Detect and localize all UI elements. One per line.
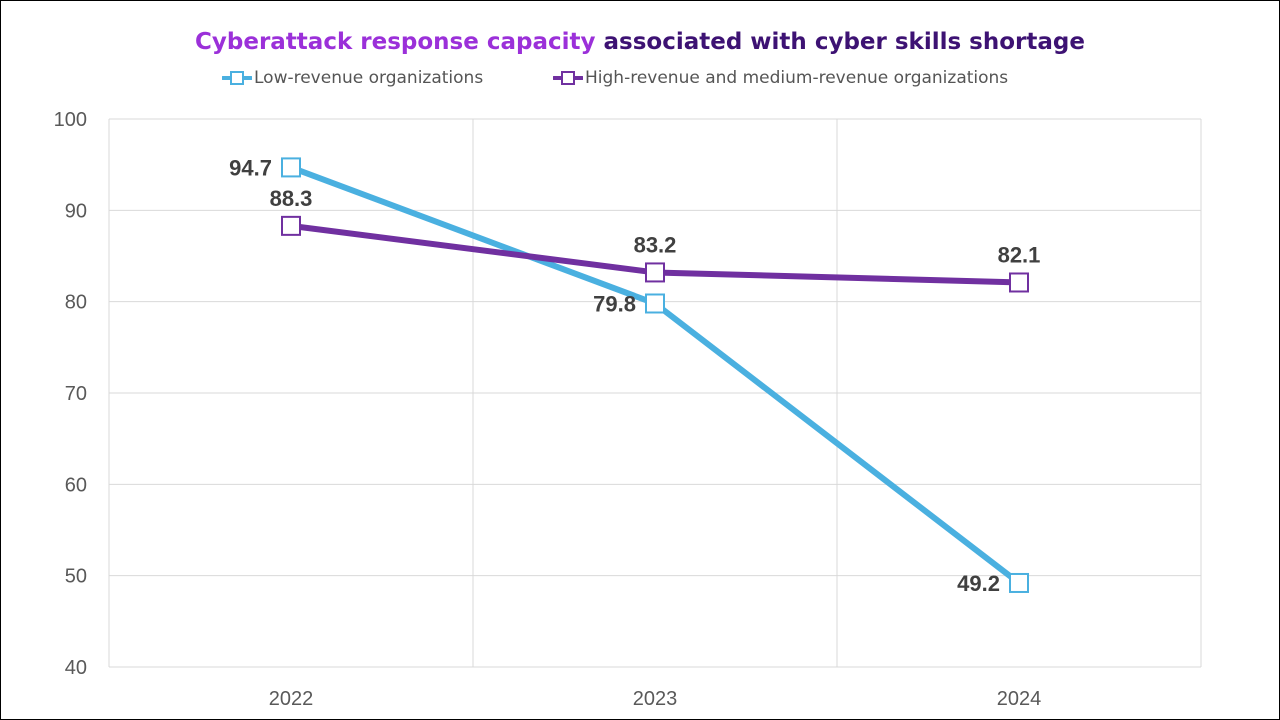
legend-label-high-medium-revenue: High-revenue and medium-revenue organiza… (585, 68, 1009, 88)
y-tick-label-100: 100 (54, 109, 87, 131)
series-0-data-label-2022: 94.7 (229, 155, 272, 180)
series-line-0 (288, 164, 1022, 586)
series-0-data-label-2024: 49.2 (957, 571, 1000, 596)
x-tick-label-2023: 2023 (633, 688, 678, 710)
y-tick-label-80: 80 (65, 292, 87, 314)
y-tick-label-90: 90 (65, 200, 87, 222)
x-tick-label-2022: 2022 (269, 688, 314, 710)
chart-legend: Low-revenue organizations High-revenue a… (0, 68, 1280, 92)
series-1-data-label-2024: 82.1 (998, 242, 1041, 267)
legend-label-low-revenue: Low-revenue organizations (254, 68, 484, 88)
series-0-marker-2023 (645, 293, 665, 314)
series-1-marker-2023 (645, 262, 665, 283)
chart-title-main: associated with cyber skills shortage (603, 29, 1085, 55)
y-tick-label-70: 70 (65, 383, 87, 405)
y-tick-label-40: 40 (65, 657, 87, 679)
series-1-data-label-2022: 88.3 (270, 186, 313, 211)
chart-title-highlight: Cyberattack response capacity (195, 29, 596, 55)
legend-marker-low-revenue (222, 71, 252, 85)
x-tick-label-2024: 2024 (997, 688, 1042, 710)
series-1-data-label-2023: 83.2 (634, 232, 677, 257)
series-1-marker-2022 (281, 215, 301, 236)
y-tick-label-60: 60 (65, 474, 87, 496)
series-1-marker-2024 (1009, 272, 1029, 293)
y-tick-label-50: 50 (65, 566, 87, 588)
legend-item-low-revenue: Low-revenue organizations (222, 68, 483, 88)
series-0-marker-2024 (1009, 572, 1029, 593)
legend-item-high-medium-revenue: High-revenue and medium-revenue organiza… (553, 68, 1008, 88)
series-0-marker-2022 (281, 157, 301, 178)
series-0-data-label-2023: 79.8 (593, 291, 636, 316)
legend-marker-high-medium-revenue (553, 71, 583, 85)
chart-title: Cyberattack response capacity associated… (0, 29, 1280, 55)
